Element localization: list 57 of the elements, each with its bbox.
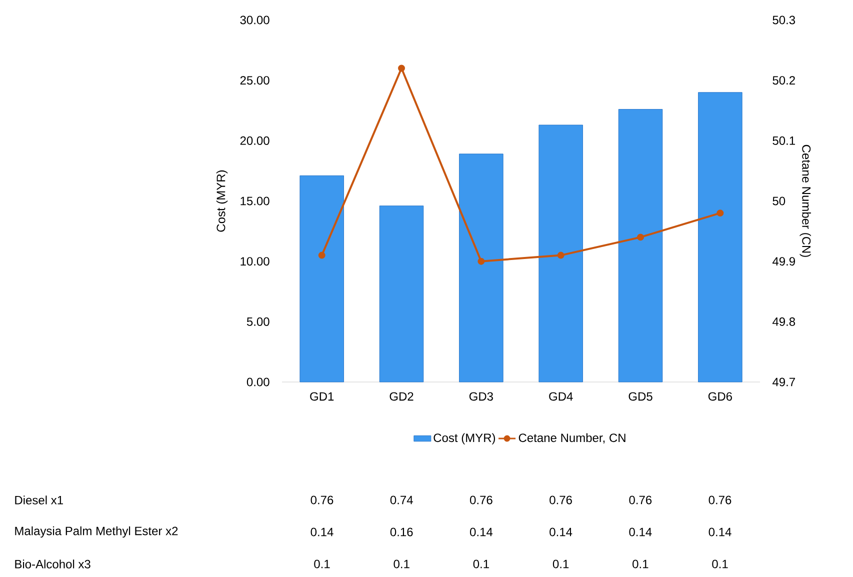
text: 0.1: [473, 560, 489, 568]
y-tick-label: 15.00: [240, 196, 270, 206]
bar: [698, 92, 742, 382]
bar: [618, 109, 663, 382]
x-tick-label: GD4: [549, 392, 573, 401]
text: 0.14: [708, 528, 732, 536]
text: 0.76: [708, 496, 732, 504]
point: [398, 64, 405, 72]
x-tick-label: GD5: [628, 392, 652, 401]
y-tick-label: 10.00: [240, 257, 270, 266]
bar: [300, 175, 344, 382]
text: 0.14: [470, 528, 493, 536]
y2-axis-title: Cetane Number (CN): [800, 144, 811, 257]
text: Malaysia Palm Methyl Ester x2: [15, 526, 178, 538]
text: 0.14: [550, 528, 572, 536]
text: 0.1: [552, 560, 569, 568]
text: 0.76: [550, 496, 572, 504]
y2-tick-label: 50.1: [772, 136, 795, 145]
text: 0.1: [314, 560, 330, 568]
legend-label: Cetane Number, CN: [518, 433, 626, 444]
y-tick-label: 30.00: [240, 16, 270, 24]
text: 0.76: [470, 496, 492, 504]
y-tick-label: 20.00: [240, 136, 270, 145]
x-tick-label: GD2: [390, 392, 414, 401]
text: 0.1: [394, 560, 410, 568]
y2-tick-label: 49.7: [772, 378, 795, 386]
y2-tick-label: 49.9: [772, 257, 795, 266]
y2-tick-label: 50: [772, 196, 786, 206]
text: 0.14: [310, 528, 334, 536]
text: Diesel x1: [15, 496, 63, 504]
x-tick-label: GD3: [469, 392, 493, 401]
point: [716, 210, 724, 217]
text: 0.76: [310, 496, 334, 504]
bar: [379, 206, 424, 382]
bar: [538, 124, 583, 382]
y-tick-label: 25.00: [240, 76, 270, 85]
text: 0.14: [629, 528, 652, 536]
y-tick-label: 5.00: [246, 317, 270, 326]
text: 0.16: [390, 528, 413, 536]
y-axis-title: Cost (MYR): [216, 170, 228, 232]
y-tick-label: 0.00: [246, 378, 270, 386]
point: [557, 252, 564, 259]
text: 0.76: [629, 496, 652, 504]
text: 0.74: [390, 496, 413, 504]
x-tick-label: GD1: [310, 392, 334, 401]
legend-label: Cost (MYR): [434, 433, 496, 444]
y2-tick-label: 50.3: [772, 16, 796, 24]
text: Bio-Alcohol x3: [15, 560, 90, 568]
text: 0.1: [712, 560, 728, 568]
point: [637, 234, 644, 241]
y2-tick-label: 50.2: [772, 76, 795, 85]
text: 0.1: [632, 560, 648, 568]
bar: [459, 154, 504, 382]
point: [318, 252, 326, 259]
y2-tick-label: 49.8: [772, 317, 796, 326]
point: [478, 258, 485, 265]
x-tick-label: GD6: [708, 392, 732, 401]
